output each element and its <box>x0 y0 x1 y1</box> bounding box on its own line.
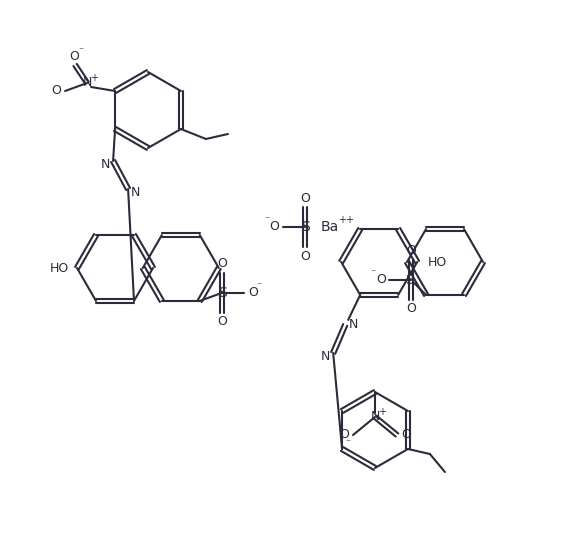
Text: +: + <box>378 407 386 417</box>
Text: +: + <box>90 73 98 83</box>
Text: Ba: Ba <box>321 220 339 234</box>
Text: S: S <box>219 286 227 300</box>
Text: O: O <box>217 315 227 329</box>
Text: O: O <box>51 84 61 98</box>
Text: HO: HO <box>428 256 447 268</box>
Text: O: O <box>376 273 386 286</box>
Text: N: N <box>370 411 380 424</box>
Text: N: N <box>82 76 92 89</box>
Text: N: N <box>101 157 110 171</box>
Text: N: N <box>349 319 358 331</box>
Text: ⁻: ⁻ <box>79 46 84 56</box>
Text: N: N <box>131 185 140 199</box>
Text: ++: ++ <box>338 215 354 225</box>
Text: O: O <box>406 244 416 257</box>
Text: N: N <box>320 350 330 363</box>
Text: HO: HO <box>49 262 68 275</box>
Text: O: O <box>300 249 310 262</box>
Text: S: S <box>406 273 414 287</box>
Text: ⁻: ⁻ <box>264 215 270 225</box>
Text: ⁻: ⁻ <box>345 438 350 448</box>
Text: ⁻: ⁻ <box>371 268 376 278</box>
Text: O: O <box>69 50 79 62</box>
Text: O: O <box>248 286 258 300</box>
Text: O: O <box>406 302 416 315</box>
Text: ⁻: ⁻ <box>257 281 262 291</box>
Text: O: O <box>300 191 310 204</box>
Text: O: O <box>339 429 349 441</box>
Text: O: O <box>217 257 227 271</box>
Text: O: O <box>401 429 411 441</box>
Text: O: O <box>269 220 279 233</box>
Text: S: S <box>301 220 310 234</box>
